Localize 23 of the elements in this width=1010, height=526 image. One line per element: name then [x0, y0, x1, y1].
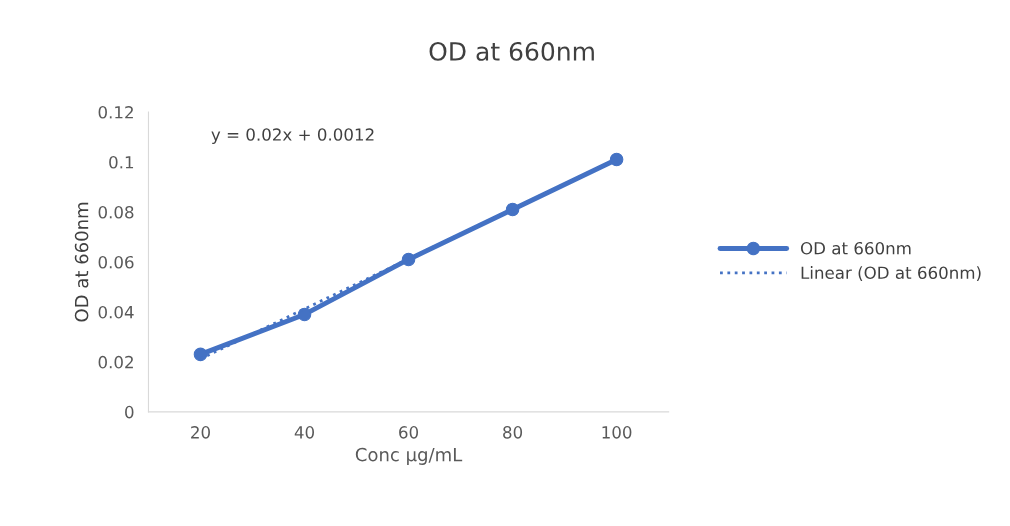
y-tick-label: 0.08 [98, 205, 134, 219]
y-tick-label: 0.02 [98, 355, 133, 369]
legend-label: Linear (OD at 660nm) [801, 266, 981, 281]
y-tick-label: 0.06 [98, 255, 134, 269]
annotation: y = 0.02x + 0.0012 [211, 128, 374, 145]
x-tick-label: 40 [294, 426, 315, 439]
x-tick-label: 20 [191, 426, 210, 439]
point [609, 152, 624, 167]
point [297, 307, 312, 322]
y-tick-label: 0.12 [98, 106, 133, 119]
chart-title: OD at 660nm [429, 41, 594, 61]
y-tick-label: 0.1 [109, 155, 134, 169]
point [401, 252, 416, 267]
x-tick-label: 100 [602, 426, 632, 439]
y-axis-title: OD at 660nm [74, 202, 89, 322]
point [193, 347, 208, 362]
y-tick-label: 0 [125, 405, 134, 419]
point [505, 202, 520, 217]
legend-label: OD at 660nm [800, 241, 911, 255]
x-tick-label: 60 [399, 426, 419, 439]
x-tick-label: 80 [503, 426, 523, 439]
x-axis-title: Conc µg/mL [355, 447, 463, 465]
y-tick-label: 0.04 [98, 305, 134, 319]
